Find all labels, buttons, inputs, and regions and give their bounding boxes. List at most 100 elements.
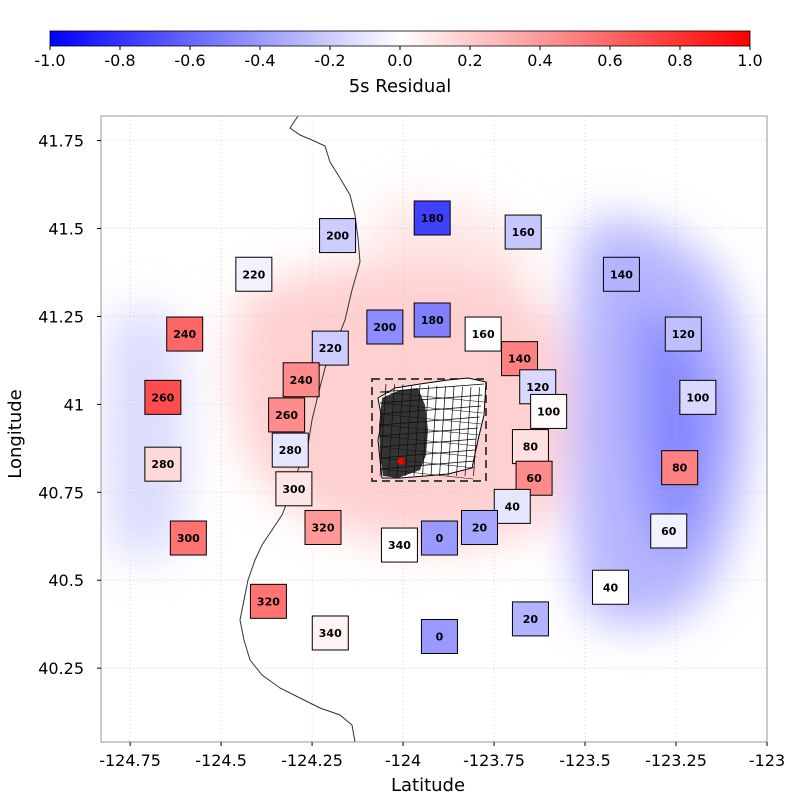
- station-marker: 300: [275, 471, 313, 507]
- mesh-edge: [473, 387, 480, 477]
- mesh-edge: [464, 386, 472, 477]
- station-marker: 40: [493, 488, 531, 524]
- station-label: 120: [526, 381, 549, 394]
- station-box: [366, 309, 404, 345]
- station-marker: 40: [592, 569, 630, 605]
- x-axis-title: Latitude: [391, 775, 465, 796]
- station-marker: 220: [311, 330, 349, 366]
- station-marker: 320: [249, 583, 287, 619]
- y-tick-label: 41.5: [48, 220, 84, 239]
- x-tick-label: -124.25: [281, 751, 343, 770]
- station-marker: 180: [413, 200, 451, 236]
- fault-mesh: [377, 377, 487, 480]
- station-label: 320: [312, 521, 335, 534]
- station-marker: 180: [413, 302, 451, 338]
- station-marker: 260: [144, 379, 182, 415]
- station-marker: 20: [511, 601, 549, 637]
- station-box: [650, 513, 688, 549]
- station-label: 320: [257, 595, 280, 608]
- field-east-blue-core: [640, 300, 715, 560]
- y-tick-label: 41: [64, 395, 84, 414]
- station-marker: 160: [464, 316, 502, 352]
- station-label: 60: [526, 472, 542, 485]
- station-box: [319, 218, 357, 254]
- station-marker: 60: [650, 513, 688, 549]
- station-label: 340: [319, 627, 342, 640]
- colorbar-tick-label: -0.4: [244, 51, 275, 70]
- station-label: 120: [672, 328, 695, 341]
- station-box: [679, 379, 717, 415]
- x-tick-label: -123.75: [463, 751, 525, 770]
- station-label: 240: [290, 374, 313, 387]
- colorbar-tick-label: 0.6: [597, 51, 622, 70]
- x-tick-label: -124.5: [195, 751, 247, 770]
- station-marker: 200: [319, 218, 357, 254]
- station-box: [592, 569, 630, 605]
- x-axis: -124.75 -124.5 -124.25 -124 -123.75 -123.5 -12…: [99, 742, 785, 770]
- colorbar-tick-label: 0.8: [667, 51, 692, 70]
- station-marker: 200: [366, 309, 404, 345]
- station-marker: 280: [271, 432, 309, 468]
- y-tick-label: 40.5: [48, 571, 84, 590]
- station-box: [413, 200, 451, 236]
- station-box: [311, 615, 349, 651]
- colorbar-label: 5s Residual: [349, 76, 452, 97]
- station-box: [511, 601, 549, 637]
- station-label: 20: [523, 613, 539, 626]
- station-box: [420, 520, 458, 556]
- colorbar-tick-label: 0.0: [387, 51, 412, 70]
- field-north-red: [372, 198, 527, 313]
- station-marker: 280: [144, 446, 182, 482]
- station-label: 180: [421, 314, 444, 327]
- mesh-edge: [447, 386, 455, 477]
- x-tick-label: -124: [385, 751, 421, 770]
- mesh-edge: [379, 383, 485, 393]
- station-box: [166, 316, 204, 352]
- station-box: [282, 362, 320, 398]
- station-box: [661, 450, 699, 486]
- station-label: 200: [373, 321, 396, 334]
- station-marker: 80: [511, 429, 549, 465]
- colorbar-tick-label: 1.0: [737, 51, 762, 70]
- colorbar-tick-label: 0.2: [457, 51, 482, 70]
- hypocenter-marker: [397, 457, 405, 465]
- station-box: [464, 316, 502, 352]
- station-label: 0: [436, 630, 444, 643]
- mesh-edge: [456, 386, 463, 477]
- station-box: [413, 302, 451, 338]
- colorbar-tick-label: -0.6: [174, 51, 205, 70]
- station-marker: 100: [679, 379, 717, 415]
- station-marker: 240: [166, 316, 204, 352]
- station-marker: 0: [420, 618, 458, 654]
- x-tick-label: -123: [749, 751, 785, 770]
- station-box: [169, 520, 207, 556]
- y-tick-label: 40.75: [38, 483, 84, 502]
- colorbar-gradient: [49, 30, 751, 47]
- station-box: [268, 397, 306, 433]
- station-box: [420, 618, 458, 654]
- station-label: 160: [512, 226, 535, 239]
- station-label: 260: [151, 391, 174, 404]
- station-label: 140: [508, 353, 531, 366]
- station-marker: 160: [504, 214, 542, 250]
- station-marker: 120: [664, 316, 702, 352]
- station-box: [504, 214, 542, 250]
- y-tick-label: 41.75: [38, 132, 84, 151]
- station-label: 300: [282, 483, 305, 496]
- y-tick-label: 41.25: [38, 307, 84, 326]
- y-axis-title: Longitude: [5, 389, 26, 479]
- station-marker: 320: [304, 509, 342, 545]
- station-label: 340: [388, 539, 411, 552]
- station-box: [304, 509, 342, 545]
- colorbar-tick-label: -0.2: [314, 51, 345, 70]
- station-box: [271, 432, 309, 468]
- station-label: 0: [436, 532, 444, 545]
- station-marker: 20: [460, 509, 498, 545]
- station-label: 180: [421, 212, 444, 225]
- fault-dense-patch: [379, 388, 428, 478]
- fault-region-box: [371, 378, 487, 482]
- station-marker: 220: [235, 256, 273, 292]
- station-label: 300: [177, 532, 200, 545]
- colorbar: -1.0 -0.8 -0.6 -0.4 -0.2 0.0 0.2 0.4 0.6 0.8 1.0 5…: [34, 30, 763, 97]
